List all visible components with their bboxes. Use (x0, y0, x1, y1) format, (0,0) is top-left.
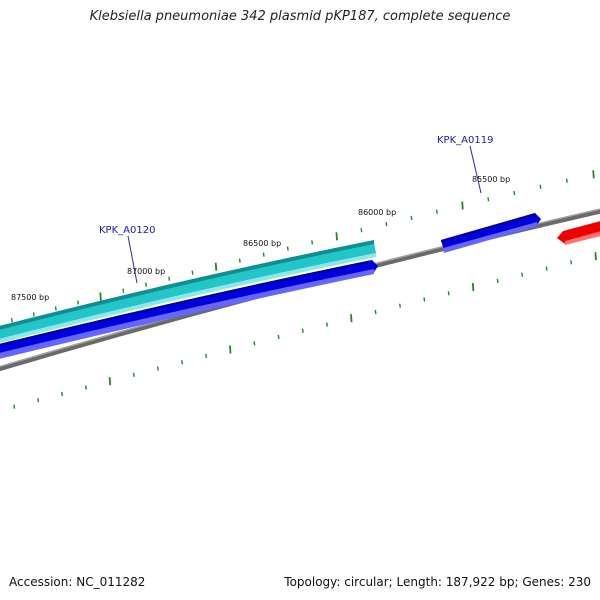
outer-ring-tick (435, 209, 438, 214)
outer-ring-tick (54, 306, 57, 311)
inner-ring-tick (447, 291, 450, 296)
gene-forward-red[interactable] (557, 220, 600, 245)
inner-ring-tick (326, 322, 328, 327)
inner-ring-tick (205, 353, 208, 359)
gene-kpk-a0119[interactable] (441, 213, 541, 253)
outer-ring-tick (168, 276, 171, 281)
label-pointer-kpk-a0119 (469, 145, 482, 194)
outer-ring-tick (145, 282, 148, 287)
outer-ring-tick (32, 312, 35, 317)
gene-kpk-a0120[interactable] (0, 260, 378, 360)
inner-ring-tick (423, 297, 426, 302)
outer-ring-tick (360, 228, 363, 233)
ruler-label-87000: 87000 bp (127, 267, 165, 276)
inner-ring-tick (496, 278, 499, 284)
outer-ring-tick (238, 258, 241, 263)
gene-label-kpk-a0120[interactable]: KPK_A0120 (99, 225, 155, 236)
inner-ring-tick (399, 303, 401, 308)
ruler-label-86500: 86500 bp (243, 239, 281, 248)
ruler-label-85500: 85500 bp (472, 175, 510, 184)
outer-ring-tick (99, 292, 102, 301)
gene-label-kpk-a0119[interactable]: KPK_A0119 (437, 135, 493, 146)
inner-ring-tick (13, 404, 16, 409)
inner-ring-tick (253, 341, 256, 346)
outer-ring-tick (77, 300, 80, 305)
ruler-label-86000: 86000 bp (358, 208, 396, 217)
inner-ring-tick (350, 314, 353, 323)
gene-cds-kpk-a0120[interactable] (0, 240, 376, 344)
inner-ring-tick (374, 309, 377, 315)
inner-ring-tick (108, 377, 112, 386)
outer-ring-tick (410, 215, 413, 221)
inner-ring-tick (84, 385, 87, 390)
outer-ring-tick (565, 178, 568, 183)
inner-ring-tick (594, 252, 597, 261)
inner-ring-tick (521, 272, 524, 277)
outer-ring-tick (539, 184, 542, 189)
outer-ring-tick (461, 201, 464, 210)
inner-ring-tick (229, 345, 232, 354)
map-title: Klebsiella pneumoniae 342 plasmid pKP187… (89, 9, 511, 24)
outer-ring-tick (311, 240, 314, 245)
outer-ring-tick (385, 221, 388, 227)
inner-ring-tick (570, 260, 573, 265)
sequence-summary: Topology: circular; Length: 187,922 bp; … (284, 575, 591, 589)
ruler-label-87500: 87500 bp (11, 293, 49, 302)
inner-ring-tick (61, 391, 63, 397)
outer-tick-ring (10, 170, 595, 323)
inner-ring-tick (37, 398, 40, 403)
outer-ring-tick (513, 190, 516, 196)
label-pointer-kpk-a0120 (127, 235, 138, 284)
inner-ring-tick (277, 334, 280, 340)
outer-ring-tick (335, 232, 338, 241)
inner-ring-tick (181, 360, 183, 365)
inner-tick-ring (13, 252, 597, 409)
inner-ring-tick (545, 266, 548, 271)
accession-label: Accession: NC_011282 (9, 575, 146, 589)
inner-ring-tick (132, 372, 135, 378)
inner-ring-tick (471, 283, 475, 292)
inner-ring-tick (301, 328, 304, 333)
outer-ring-tick (191, 270, 194, 275)
outer-ring-tick (286, 246, 289, 251)
outer-ring-tick (262, 252, 265, 257)
inner-ring-tick (156, 366, 159, 371)
outer-ring-tick (487, 197, 490, 202)
outer-ring-tick (214, 262, 218, 271)
outer-ring-tick (122, 288, 125, 293)
outer-ring-tick (10, 317, 13, 323)
outer-ring-tick (592, 170, 595, 179)
